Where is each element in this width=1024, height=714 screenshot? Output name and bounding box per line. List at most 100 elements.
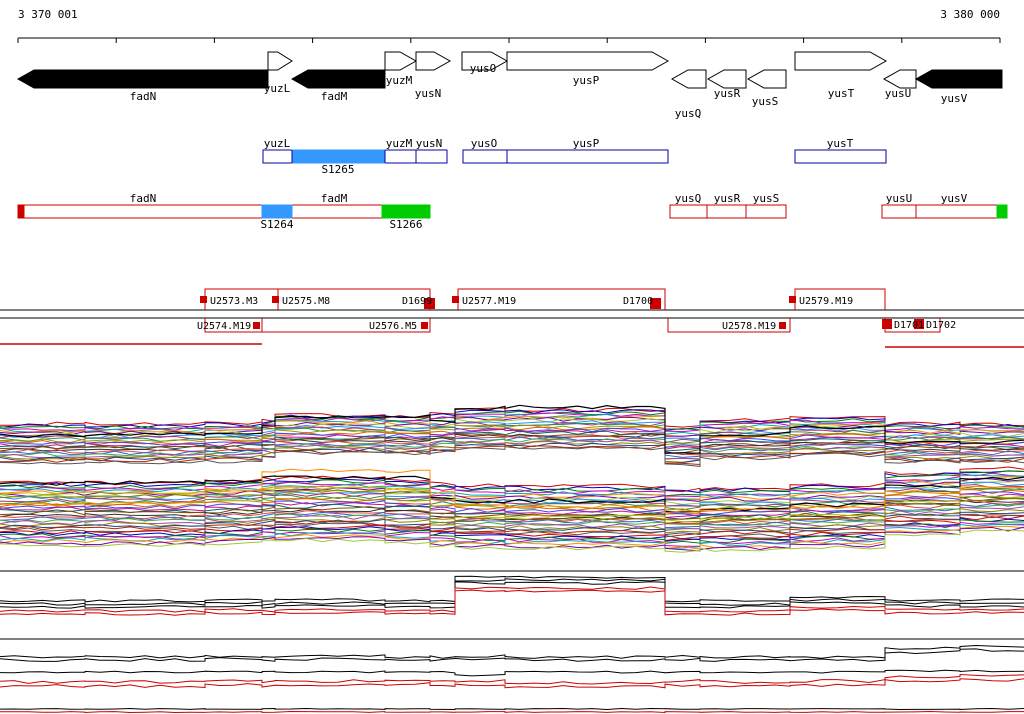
tiling-lower-segment bbox=[667, 318, 791, 333]
tiling-marker[interactable] bbox=[452, 296, 459, 303]
expression-band-1-trace bbox=[0, 444, 1024, 466]
band2-envelope bbox=[0, 475, 1024, 513]
gene-arrow-yusU[interactable] bbox=[882, 69, 917, 89]
tiling-label: U2579.M19 bbox=[799, 296, 853, 307]
tiling-lower-segment bbox=[204, 318, 431, 333]
panel3-black-1 bbox=[0, 575, 1024, 603]
operon-yuzL-yusN-label: yusN bbox=[416, 137, 443, 150]
expression-band-1-trace bbox=[0, 415, 1024, 437]
operon-yusU-label: yusU bbox=[886, 192, 913, 205]
expression-band-1-trace bbox=[0, 432, 1024, 454]
panel3-black-3 bbox=[0, 581, 1024, 609]
expression-band-1-trace bbox=[0, 412, 1024, 433]
expression-band-2-trace bbox=[0, 511, 1024, 536]
tiling-marker[interactable] bbox=[200, 296, 207, 303]
ruler-end-label: 3 380 000 bbox=[940, 8, 1000, 21]
operon-yusT[interactable] bbox=[794, 149, 887, 164]
expression-band-1-trace bbox=[0, 446, 1024, 467]
gene-arrow-yuzL[interactable] bbox=[267, 51, 293, 71]
operon-yusV[interactable] bbox=[915, 204, 1008, 219]
tiling-marker[interactable] bbox=[789, 296, 796, 303]
operon-yusS[interactable] bbox=[745, 204, 787, 219]
gene-label-yusP: yusP bbox=[573, 74, 600, 87]
gene-label-yuzL: yuzL bbox=[264, 82, 291, 95]
expression-band-1-trace bbox=[0, 430, 1024, 452]
expression-band-2-trace bbox=[0, 496, 1024, 521]
operon-yusR[interactable] bbox=[706, 204, 747, 219]
tiling-label: D1702 bbox=[926, 320, 956, 331]
gene-arrow-yusO[interactable] bbox=[461, 51, 509, 71]
expression-band-1-trace bbox=[0, 435, 1024, 456]
operon-yusQ-label: yusQ bbox=[675, 192, 702, 205]
gene-arrow-yusQ[interactable] bbox=[670, 69, 707, 89]
gene-arrow-fadN[interactable] bbox=[16, 69, 269, 89]
panel4-red-2 bbox=[0, 678, 1024, 689]
band2-orange bbox=[0, 468, 1024, 514]
tiling-marker[interactable] bbox=[424, 298, 435, 309]
gene-label-yusS: yusS bbox=[752, 95, 779, 108]
operon-fadN-fadM-label: fadN bbox=[130, 192, 157, 205]
operon-yusO-yusP-label: yusP bbox=[573, 137, 600, 150]
panel3-red-2 bbox=[0, 589, 1024, 616]
gene-label-yusV: yusV bbox=[941, 92, 968, 105]
tiling-label: U2577.M19 bbox=[462, 296, 516, 307]
expression-band-1-trace bbox=[0, 424, 1024, 445]
operon-yuzL-yusN-label: yuzM bbox=[386, 137, 413, 150]
gene-arrow-yusV[interactable] bbox=[914, 69, 1003, 89]
gene-arrow-fadM[interactable] bbox=[290, 69, 386, 89]
tiling-label: U2574.M19 bbox=[197, 321, 251, 332]
tiling-label: D1701 bbox=[894, 320, 924, 331]
panel4-red-1 bbox=[0, 673, 1024, 685]
operon-yusQ[interactable] bbox=[669, 204, 708, 219]
operon-yusU[interactable] bbox=[881, 204, 917, 219]
gene-label-yusT: yusT bbox=[828, 87, 855, 100]
gene-label-yusN: yusN bbox=[415, 87, 442, 100]
gene-label-fadN: fadN bbox=[130, 90, 157, 103]
operon-fadN-fadM-segment bbox=[261, 204, 293, 219]
expression-band-2-trace bbox=[0, 514, 1024, 538]
expression-band-1-trace bbox=[0, 442, 1024, 465]
tiling-marker[interactable] bbox=[253, 322, 260, 329]
expression-band-2-trace bbox=[0, 517, 1024, 542]
tiling-marker[interactable] bbox=[650, 298, 661, 309]
expression-band-1-trace bbox=[0, 420, 1024, 440]
operon-yusO-yusP[interactable] bbox=[462, 149, 669, 164]
gene-arrow-yusS[interactable] bbox=[746, 69, 787, 89]
band1-envelope bbox=[0, 404, 1024, 454]
tiling-label: U2576.M5 bbox=[369, 321, 417, 332]
tiling-marker[interactable] bbox=[914, 319, 924, 329]
tiling-label: U2575.M8 bbox=[282, 296, 330, 307]
band2-yellowgreen bbox=[0, 486, 1024, 523]
expression-band-2-trace bbox=[0, 515, 1024, 542]
expression-band-2-trace bbox=[0, 470, 1024, 497]
panel4-black-2 bbox=[0, 648, 1024, 662]
expression-band-1-trace bbox=[0, 439, 1024, 460]
gene-label-yusO: yusO bbox=[470, 62, 497, 75]
gene-arrow-yuzM[interactable] bbox=[384, 51, 418, 71]
gene-arrow-yusN[interactable] bbox=[415, 51, 452, 71]
panel4-black-1 bbox=[0, 644, 1024, 659]
band2-olive bbox=[0, 489, 1024, 525]
tiling-label: D1699 bbox=[402, 296, 432, 307]
gene-arrow-yusR[interactable] bbox=[706, 69, 747, 89]
expression-band-2-trace bbox=[0, 470, 1024, 494]
tiling-label: U2578.M19 bbox=[722, 321, 776, 332]
gene-arrow-yusP[interactable] bbox=[506, 51, 670, 71]
tiling-marker[interactable] bbox=[272, 296, 279, 303]
gene-arrow-yusT[interactable] bbox=[794, 51, 888, 71]
expression-band-2-trace bbox=[0, 489, 1024, 515]
operon-fadN-fadM-segment bbox=[381, 204, 431, 219]
operon-fadN-fadM-segment-label: S1266 bbox=[389, 218, 422, 231]
tiling-marker[interactable] bbox=[779, 322, 786, 329]
tiling-marker[interactable] bbox=[882, 319, 892, 329]
expression-band-1-trace bbox=[0, 440, 1024, 463]
expression-band-1-trace bbox=[0, 409, 1024, 430]
expression-band-2-trace bbox=[0, 474, 1024, 500]
tiling-marker[interactable] bbox=[421, 322, 428, 329]
operon-fadN-fadM-segment-label: S1264 bbox=[260, 218, 293, 231]
gene-label-yusR: yusR bbox=[714, 87, 741, 100]
operon-yuzL-yusN-segment-label: S1265 bbox=[321, 163, 354, 176]
operon-fadN-fadM[interactable] bbox=[17, 204, 431, 219]
